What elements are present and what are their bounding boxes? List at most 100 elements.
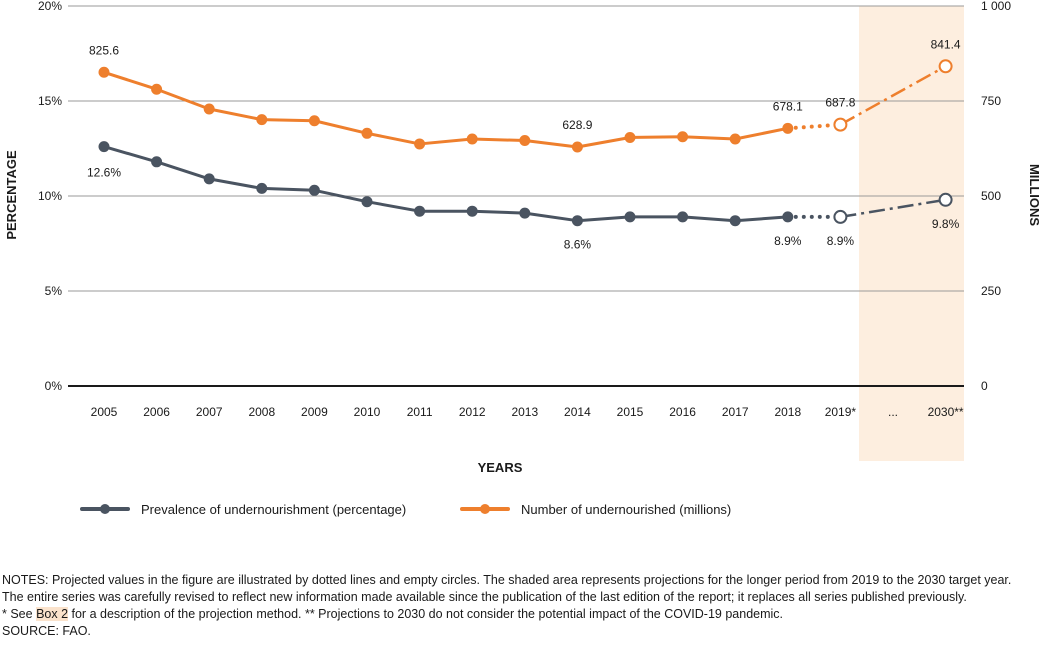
data-point [466,205,478,217]
legend-label-number: Number of undernourished (millions) [521,502,731,517]
data-point [98,66,110,78]
data-point [782,122,794,134]
y-axis-right-title: MILLIONS [1027,164,1042,226]
data-label: 687.8 [825,96,855,110]
x-tick-label: 2005 [91,405,118,419]
data-point [782,211,794,223]
x-tick-label: 2017 [722,405,749,419]
data-point [624,211,636,223]
x-tick-label: ... [888,405,898,419]
notes-line-3-post: for a description of the projection meth… [68,607,784,621]
x-tick-label: 2007 [196,405,223,419]
notes-line-3: * See Box 2 for a description of the pro… [2,606,1042,623]
x-tick-label: 2006 [143,405,170,419]
y-axis-left-title: PERCENTAGE [4,150,19,240]
y-right-tick-label: 500 [981,189,1001,203]
series-line [103,145,788,223]
x-tick-label: 2012 [459,405,486,419]
y-right-tick-label: 0 [981,379,988,393]
y-left-tick-label: 10% [38,189,62,203]
y-left-tick-label: 0% [45,379,63,393]
data-point [203,173,215,185]
right-axis-ticks: 0 250 500 750 1 000 [981,0,1011,393]
projected-point [938,59,953,74]
legend-item-prevalence: Prevalence of undernourishment (percenta… [80,502,406,517]
data-point [519,135,531,147]
projection-dashdot-line [840,198,946,219]
projection-dashdot-line [839,65,947,126]
projection-dotted-line [785,122,843,131]
data-point [624,131,636,143]
notes-line-3-pre: * See [2,607,37,621]
data-labels: 12.6% 8.6% 8.9% 8.9% 9.8% 825.6 628.9 678.1 687.… [87,37,961,251]
x-axis-ticks: 2005 2006 2007 2008 2009 2010 2011 2012 2013 2014… [91,405,964,419]
series-number [98,59,953,153]
x-tick-label: 2014 [564,405,591,419]
x-tick-label: 2030** [928,405,964,419]
y-left-tick-label: 20% [38,0,62,13]
projected-point [833,117,848,132]
data-point [203,103,215,115]
data-label: 841.4 [931,37,961,51]
data-point [151,156,163,168]
data-point [98,141,110,153]
data-label: 8.9% [774,234,802,248]
gridlines [68,5,964,387]
data-point [308,184,320,196]
data-label: 9.8% [932,217,960,231]
data-label: 8.9% [827,234,855,248]
x-tick-label: 2009 [301,405,328,419]
data-label: 678.1 [773,99,803,113]
x-axis-title: YEARS [478,460,523,475]
y-right-tick-label: 250 [981,284,1001,298]
x-tick-label: 2011 [407,405,433,419]
y-left-tick-label: 5% [45,284,63,298]
projected-point [833,209,848,224]
y-right-tick-label: 1 000 [981,0,1011,13]
notes-line-2: The entire series was carefully revised … [2,590,967,604]
data-point [677,131,689,143]
data-point [361,127,373,139]
notes-line-1: NOTES: Projected values in the figure ar… [2,573,1012,587]
box-2-link[interactable]: Box 2 [36,607,69,621]
data-point [466,133,478,145]
series-prevalence [98,141,953,227]
data-point [256,182,268,194]
x-tick-label: 2019* [825,405,857,419]
data-point [729,133,741,145]
projected-point [938,192,953,207]
data-point [361,196,373,208]
source-line: SOURCE: FAO. [2,624,91,638]
legend-label-prevalence: Prevalence of undernourishment (percenta… [141,502,406,517]
legend: Prevalence of undernourishment (percenta… [80,502,731,517]
data-label: 8.6% [564,238,592,252]
legend-item-number: Number of undernourished (millions) [460,502,731,517]
x-tick-label: 2015 [617,405,644,419]
data-point [308,115,320,127]
series-layer [98,59,953,227]
x-tick-label: 2008 [248,405,275,419]
data-label: 628.9 [562,118,592,132]
data-point [571,215,583,227]
y-left-tick-label: 15% [38,94,62,108]
data-label: 12.6% [87,166,121,180]
x-tick-label: 2018 [774,405,801,419]
data-point [729,215,741,227]
series-line [103,70,789,149]
data-point [414,138,426,150]
x-tick-label: 2013 [511,405,538,419]
x-tick-label: 2010 [354,405,381,419]
data-point [256,114,268,126]
data-point [151,83,163,95]
x-tick-label: 2016 [669,405,696,419]
notes-block: NOTES: Projected values in the figure ar… [2,572,1042,640]
y-right-tick-label: 750 [981,94,1001,108]
data-point [414,205,426,217]
data-point [519,207,531,219]
left-axis-ticks: 0% 5% 10% 15% 20% [38,0,62,393]
data-label: 825.6 [89,43,119,57]
projection-shaded-area [859,6,964,461]
data-point [571,141,583,153]
data-point [677,211,689,223]
